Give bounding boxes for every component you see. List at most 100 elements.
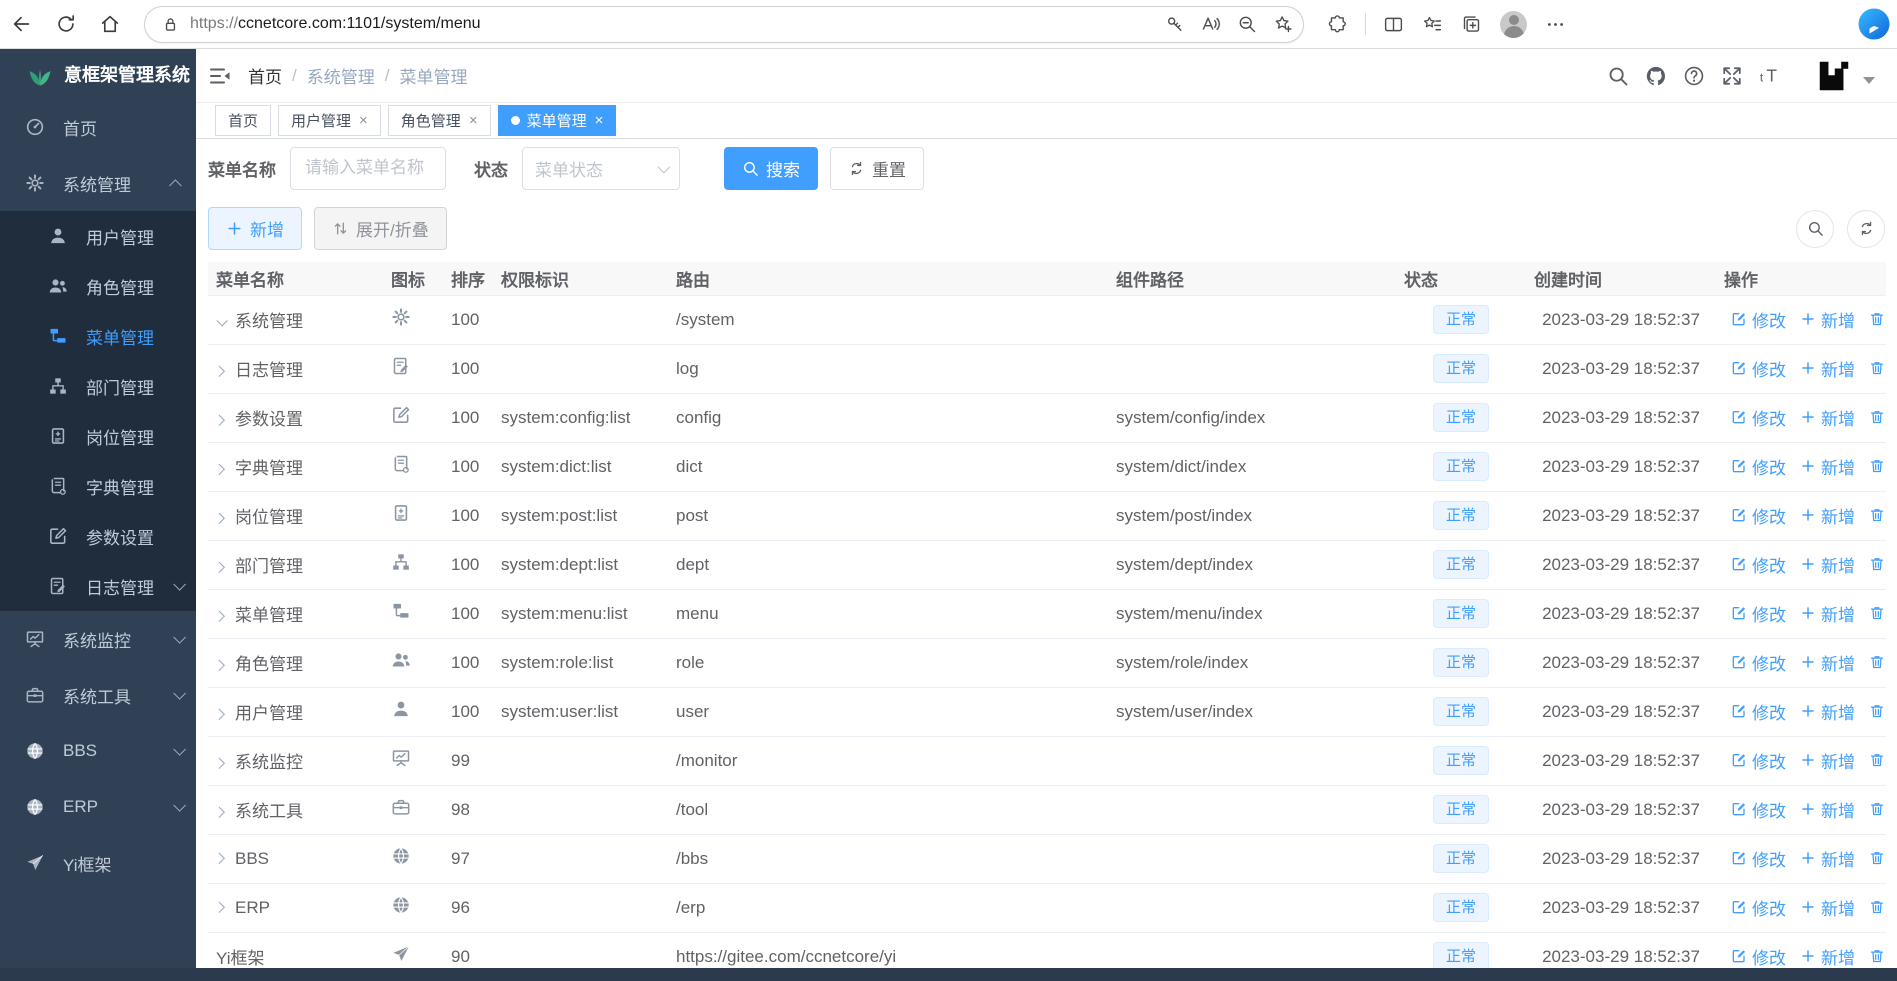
- favorites-icon[interactable]: [1422, 14, 1443, 35]
- delete-link[interactable]: 删除: [1869, 454, 1886, 479]
- delete-link[interactable]: 删除: [1869, 650, 1886, 675]
- sidebar-item-tools[interactable]: 系统工具: [0, 667, 196, 723]
- breadcrumb-home[interactable]: 首页: [248, 68, 282, 87]
- search-icon[interactable]: [1607, 65, 1629, 87]
- sidebar-item-yi-framework[interactable]: Yi框架: [0, 835, 196, 891]
- sidebar-item-menus[interactable]: 菜单管理: [0, 311, 196, 361]
- edit-link[interactable]: 修改: [1731, 454, 1786, 479]
- url-text[interactable]: https://ccnetcore.com:1101/system/menu: [190, 15, 1149, 33]
- show-search-button[interactable]: [1796, 209, 1834, 248]
- add-link[interactable]: 新增: [1800, 307, 1855, 332]
- status-select[interactable]: 菜单状态: [522, 146, 680, 190]
- add-link[interactable]: 新增: [1800, 356, 1855, 381]
- edit-link[interactable]: 修改: [1731, 895, 1786, 920]
- edit-link[interactable]: 修改: [1731, 503, 1786, 528]
- add-link[interactable]: 新增: [1800, 797, 1855, 822]
- sidebar-item-erp[interactable]: ERP: [0, 779, 196, 835]
- sidebar-item-posts[interactable]: 岗位管理: [0, 411, 196, 461]
- edit-link[interactable]: 修改: [1731, 699, 1786, 724]
- hamburger-icon[interactable]: [208, 64, 232, 88]
- fullscreen-icon[interactable]: [1721, 65, 1743, 87]
- address-bar[interactable]: https://ccnetcore.com:1101/system/menu: [144, 5, 1304, 43]
- add-link[interactable]: 新增: [1800, 944, 1855, 968]
- question-icon[interactable]: [1683, 65, 1705, 87]
- add-link[interactable]: 新增: [1800, 454, 1855, 479]
- reset-button[interactable]: 重置: [830, 146, 924, 190]
- delete-link[interactable]: 删除: [1869, 307, 1886, 332]
- lock-icon[interactable]: [161, 15, 180, 34]
- edit-link[interactable]: 修改: [1731, 307, 1786, 332]
- search-button[interactable]: 搜索: [724, 146, 818, 190]
- edit-link[interactable]: 修改: [1731, 356, 1786, 381]
- delete-link[interactable]: 删除: [1869, 405, 1886, 430]
- read-aloud-icon[interactable]: [1201, 14, 1221, 34]
- expand-arrow-icon[interactable]: [213, 901, 225, 913]
- edit-link[interactable]: 修改: [1731, 405, 1786, 430]
- add-favorite-icon[interactable]: [1273, 14, 1293, 34]
- expand-arrow-icon[interactable]: [213, 414, 225, 426]
- tab-home[interactable]: 首页: [215, 105, 272, 136]
- delete-link[interactable]: 删除: [1869, 699, 1886, 724]
- add-button[interactable]: 新增: [208, 207, 302, 250]
- breadcrumb-menu[interactable]: 菜单管理: [399, 68, 468, 87]
- sidebar-item-logs[interactable]: 日志管理: [0, 561, 196, 611]
- reload-icon[interactable]: [55, 13, 77, 35]
- expand-arrow-icon[interactable]: [213, 512, 225, 524]
- expand-arrow-icon[interactable]: [213, 561, 225, 573]
- close-icon[interactable]: [359, 112, 368, 129]
- sidebar-item-users[interactable]: 用户管理: [0, 211, 196, 261]
- add-link[interactable]: 新增: [1800, 846, 1855, 871]
- profile-avatar[interactable]: [1500, 10, 1527, 38]
- delete-link[interactable]: 删除: [1869, 846, 1886, 871]
- tab-menus[interactable]: 菜单管理: [497, 105, 617, 136]
- delete-link[interactable]: 删除: [1869, 601, 1886, 626]
- sidebar-item-roles[interactable]: 角色管理: [0, 261, 196, 311]
- home-icon[interactable]: [99, 13, 121, 35]
- add-link[interactable]: 新增: [1800, 895, 1855, 920]
- sidebar-item-depts[interactable]: 部门管理: [0, 361, 196, 411]
- yi-logo-avatar[interactable]: [1815, 58, 1853, 94]
- menu-name-input[interactable]: [290, 146, 446, 190]
- back-icon[interactable]: [11, 13, 33, 35]
- expand-arrow-icon[interactable]: [216, 314, 228, 327]
- tab-roles[interactable]: 角色管理: [387, 105, 491, 136]
- delete-link[interactable]: 删除: [1869, 552, 1886, 577]
- add-link[interactable]: 新增: [1800, 748, 1855, 773]
- github-icon[interactable]: [1645, 65, 1667, 87]
- delete-link[interactable]: 删除: [1869, 356, 1886, 381]
- edit-link[interactable]: 修改: [1731, 601, 1786, 626]
- add-link[interactable]: 新增: [1800, 601, 1855, 626]
- expand-arrow-icon[interactable]: [213, 365, 225, 377]
- close-icon[interactable]: [469, 112, 478, 129]
- expand-arrow-icon[interactable]: [213, 852, 225, 864]
- expand-arrow-icon[interactable]: [213, 659, 225, 671]
- delete-link[interactable]: 删除: [1869, 895, 1886, 920]
- text-size-icon[interactable]: [1759, 65, 1781, 87]
- avatar-caret-icon[interactable]: [1863, 77, 1875, 84]
- password-key-icon[interactable]: [1165, 14, 1185, 34]
- split-screen-icon[interactable]: [1383, 14, 1404, 35]
- add-link[interactable]: 新增: [1800, 405, 1855, 430]
- expand-arrow-icon[interactable]: [213, 610, 225, 622]
- tab-users[interactable]: 用户管理: [278, 105, 381, 136]
- add-link[interactable]: 新增: [1800, 650, 1855, 675]
- collections-icon[interactable]: [1461, 14, 1482, 35]
- sidebar-item-dicts[interactable]: 字典管理: [0, 461, 196, 511]
- sidebar-item-bbs[interactable]: BBS: [0, 723, 196, 779]
- delete-link[interactable]: 删除: [1869, 503, 1886, 528]
- expand-collapse-button[interactable]: 展开/折叠: [314, 207, 447, 250]
- sidebar-item-system[interactable]: 系统管理: [0, 155, 196, 211]
- edit-link[interactable]: 修改: [1731, 797, 1786, 822]
- more-icon[interactable]: [1545, 14, 1566, 35]
- delete-link[interactable]: 删除: [1869, 944, 1886, 968]
- add-link[interactable]: 新增: [1800, 503, 1855, 528]
- delete-link[interactable]: 删除: [1869, 797, 1886, 822]
- app-logo[interactable]: 意框架管理系统: [0, 49, 196, 99]
- expand-arrow-icon[interactable]: [213, 463, 225, 475]
- expand-arrow-icon[interactable]: [213, 757, 225, 769]
- edit-link[interactable]: 修改: [1731, 944, 1786, 968]
- edit-link[interactable]: 修改: [1731, 748, 1786, 773]
- delete-link[interactable]: 删除: [1869, 748, 1886, 773]
- expand-arrow-icon[interactable]: [213, 806, 225, 818]
- add-link[interactable]: 新增: [1800, 552, 1855, 577]
